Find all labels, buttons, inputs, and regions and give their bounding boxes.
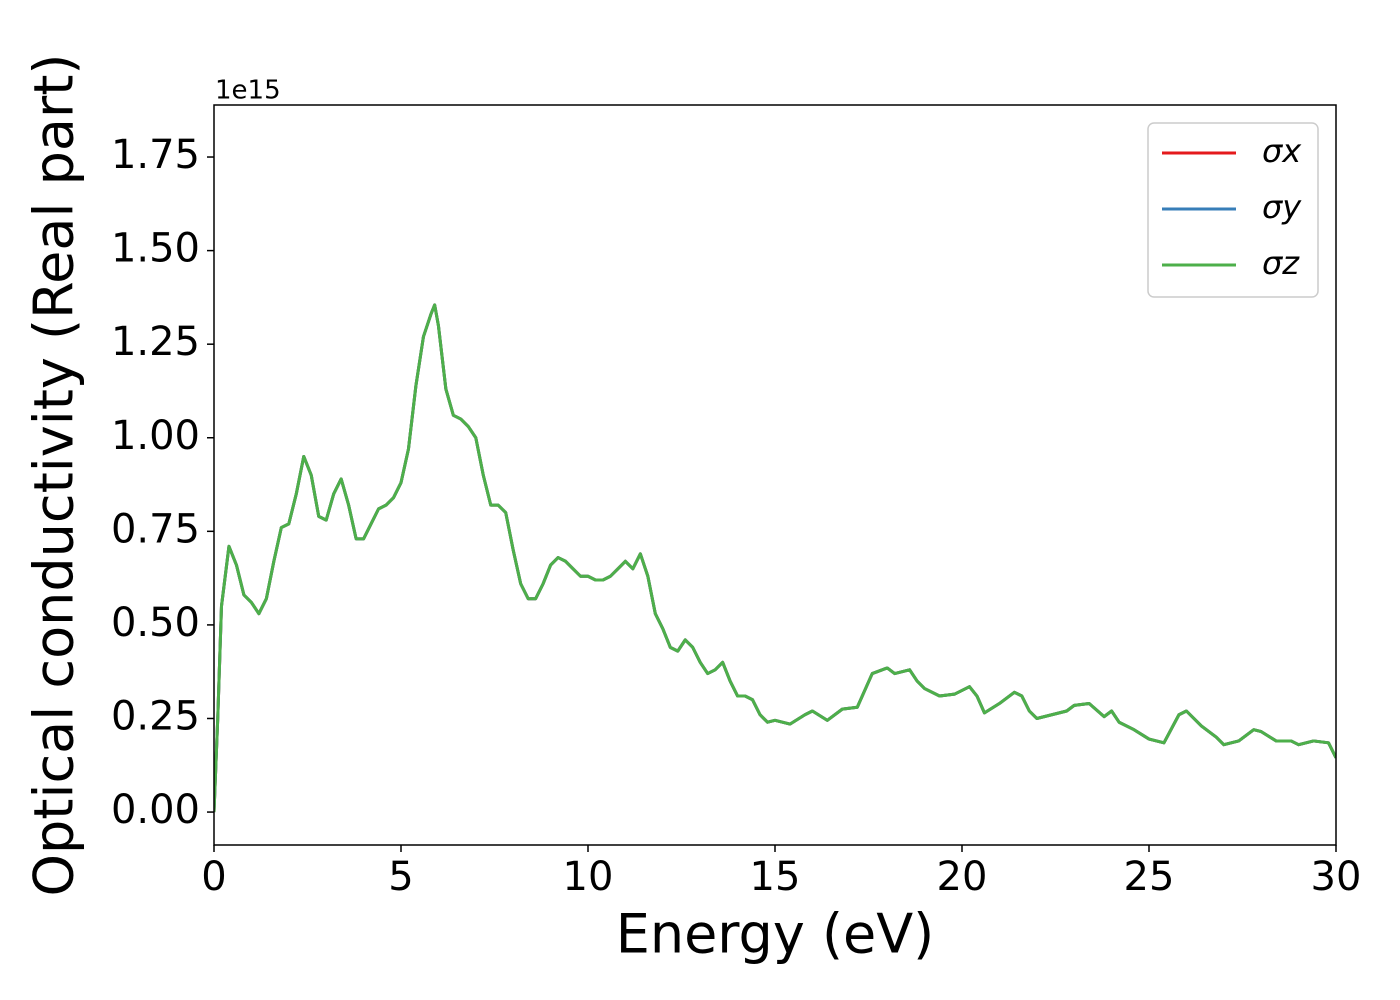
y-tick-label: 1.75 — [111, 132, 200, 178]
x-axis-label: Energy (eV) — [616, 903, 935, 966]
y-tick-label: 1.00 — [111, 413, 200, 459]
y-offset-text: 1e15 — [215, 76, 281, 106]
x-tick-label: 20 — [937, 854, 988, 900]
y-tick-label: 0.25 — [111, 693, 200, 739]
y-tick-label: 0.50 — [111, 600, 200, 646]
legend-label: σy — [1262, 188, 1302, 226]
y-tick-label: 0.00 — [111, 787, 200, 833]
plot-frame — [213, 104, 1337, 846]
x-tick-label: 5 — [388, 854, 413, 900]
y-tick-label: 0.75 — [111, 506, 200, 552]
x-tick-label: 25 — [1124, 854, 1175, 900]
series-line — [214, 303, 1336, 813]
x-tick-label: 0 — [201, 854, 226, 900]
legend-label: σz — [1262, 244, 1300, 282]
x-tick-label: 10 — [563, 854, 614, 900]
legend-label: σx — [1262, 132, 1302, 170]
y-tick-label: 1.25 — [111, 319, 200, 365]
y-tick-label: 1.50 — [111, 226, 200, 272]
x-tick-label: 15 — [750, 854, 801, 900]
x-tick-label: 30 — [1311, 854, 1362, 900]
y-axis-label: Optical conductivity (Real part) — [23, 54, 86, 897]
